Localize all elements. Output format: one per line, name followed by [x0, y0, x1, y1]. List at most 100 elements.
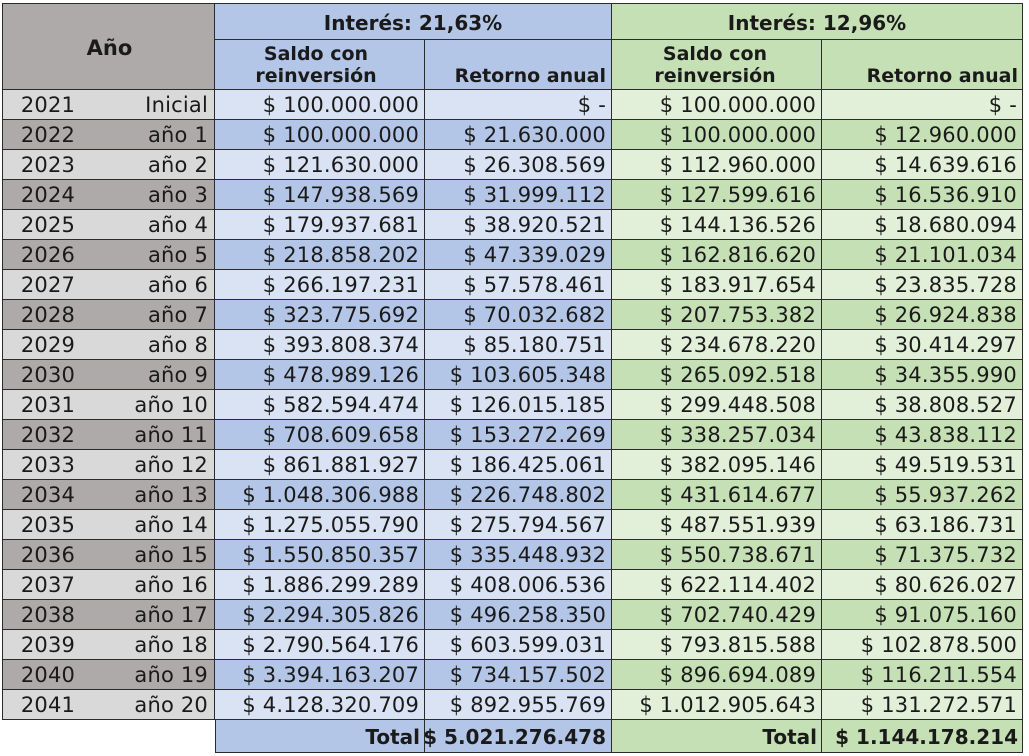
b-saldo-cell[interactable]: $ 550.738.671	[612, 540, 822, 570]
b-retorno-cell[interactable]: $ 131.272.571	[822, 690, 1023, 720]
a-retorno-cell[interactable]: $ 103.605.348	[425, 360, 612, 390]
b-saldo-cell[interactable]: $ 338.257.034	[612, 420, 822, 450]
b-saldo-cell[interactable]: $ 234.678.220	[612, 330, 822, 360]
a-saldo-cell[interactable]: $ 147.938.569	[215, 180, 425, 210]
a-retorno-cell[interactable]: $ 57.578.461	[425, 270, 612, 300]
year-cell[interactable]: 2032	[2, 420, 92, 450]
b-saldo-cell[interactable]: $ 112.960.000	[612, 150, 822, 180]
period-label-cell[interactable]: año 7	[92, 300, 215, 330]
period-label-cell[interactable]: año 13	[92, 480, 215, 510]
year-cell[interactable]: 2029	[2, 330, 92, 360]
year-cell[interactable]: 2039	[2, 630, 92, 660]
a-saldo-cell[interactable]: $ 3.394.163.207	[215, 660, 425, 690]
year-cell[interactable]: 2033	[2, 450, 92, 480]
total-b-value-cell[interactable]: $ 1.144.178.214	[822, 720, 1023, 753]
year-cell[interactable]: 2041	[2, 690, 92, 720]
a-saldo-cell[interactable]: $ 2.294.305.826	[215, 600, 425, 630]
b-saldo-cell[interactable]: $ 100.000.000	[612, 90, 822, 120]
period-label-cell[interactable]: año 10	[92, 390, 215, 420]
b-retorno-cell[interactable]: $ 26.924.838	[822, 300, 1023, 330]
total-a-value-cell[interactable]: $ 5.021.276.478	[425, 720, 612, 753]
b-retorno-cell[interactable]: $ 34.355.990	[822, 360, 1023, 390]
b-saldo-cell[interactable]: $ 431.614.677	[612, 480, 822, 510]
b-retorno-cell[interactable]: $ 30.414.297	[822, 330, 1023, 360]
a-retorno-cell[interactable]: $ 70.032.682	[425, 300, 612, 330]
a-saldo-cell[interactable]: $ 708.609.658	[215, 420, 425, 450]
a-saldo-cell[interactable]: $ 2.790.564.176	[215, 630, 425, 660]
a-saldo-cell[interactable]: $ 100.000.000	[215, 90, 425, 120]
period-label-cell[interactable]: año 3	[92, 180, 215, 210]
period-label-cell[interactable]: año 16	[92, 570, 215, 600]
period-label-cell[interactable]: año 5	[92, 240, 215, 270]
b-retorno-cell[interactable]: $ 38.808.527	[822, 390, 1023, 420]
b-saldo-cell[interactable]: $ 793.815.588	[612, 630, 822, 660]
b-retorno-cell[interactable]: $ 14.639.616	[822, 150, 1023, 180]
total-b-label-cell[interactable]: Total	[612, 720, 822, 753]
b-retorno-cell[interactable]: $ 91.075.160	[822, 600, 1023, 630]
period-label-cell[interactable]: Inicial	[92, 90, 215, 120]
a-retorno-cell[interactable]: $ 496.258.350	[425, 600, 612, 630]
group-a-saldo-header[interactable]: Saldo con reinversión	[215, 40, 425, 90]
b-saldo-cell[interactable]: $ 127.599.616	[612, 180, 822, 210]
b-retorno-cell[interactable]: $ 71.375.732	[822, 540, 1023, 570]
b-saldo-cell[interactable]: $ 207.753.382	[612, 300, 822, 330]
a-saldo-cell[interactable]: $ 121.630.000	[215, 150, 425, 180]
a-retorno-cell[interactable]: $ 275.794.567	[425, 510, 612, 540]
year-cell[interactable]: 2023	[2, 150, 92, 180]
year-cell[interactable]: 2040	[2, 660, 92, 690]
b-retorno-cell[interactable]: $ 102.878.500	[822, 630, 1023, 660]
a-saldo-cell[interactable]: $ 478.989.126	[215, 360, 425, 390]
a-retorno-cell[interactable]: $ 335.448.932	[425, 540, 612, 570]
period-label-cell[interactable]: año 2	[92, 150, 215, 180]
a-retorno-cell[interactable]: $ 31.999.112	[425, 180, 612, 210]
a-saldo-cell[interactable]: $ 218.858.202	[215, 240, 425, 270]
a-saldo-cell[interactable]: $ 266.197.231	[215, 270, 425, 300]
period-label-cell[interactable]: año 6	[92, 270, 215, 300]
b-retorno-cell[interactable]: $ 16.536.910	[822, 180, 1023, 210]
a-retorno-cell[interactable]: $ 38.920.521	[425, 210, 612, 240]
period-label-cell[interactable]: año 20	[92, 690, 215, 720]
a-retorno-cell[interactable]: $ 603.599.031	[425, 630, 612, 660]
b-saldo-cell[interactable]: $ 622.114.402	[612, 570, 822, 600]
year-cell[interactable]: 2034	[2, 480, 92, 510]
period-label-cell[interactable]: año 19	[92, 660, 215, 690]
year-cell[interactable]: 2036	[2, 540, 92, 570]
a-retorno-cell[interactable]: $ 734.157.502	[425, 660, 612, 690]
a-retorno-cell[interactable]: $ 186.425.061	[425, 450, 612, 480]
group-a-title-cell[interactable]: Interés: 21,63%	[215, 3, 612, 40]
b-saldo-cell[interactable]: $ 1.012.905.643	[612, 690, 822, 720]
year-cell[interactable]: 2024	[2, 180, 92, 210]
period-label-cell[interactable]: año 15	[92, 540, 215, 570]
a-retorno-cell[interactable]: $ 85.180.751	[425, 330, 612, 360]
a-saldo-cell[interactable]: $ 100.000.000	[215, 120, 425, 150]
period-label-cell[interactable]: año 8	[92, 330, 215, 360]
b-retorno-cell[interactable]: $ 18.680.094	[822, 210, 1023, 240]
year-cell[interactable]: 2030	[2, 360, 92, 390]
b-saldo-cell[interactable]: $ 299.448.508	[612, 390, 822, 420]
b-saldo-cell[interactable]: $ 382.095.146	[612, 450, 822, 480]
a-retorno-cell[interactable]: $ 226.748.802	[425, 480, 612, 510]
b-saldo-cell[interactable]: $ 702.740.429	[612, 600, 822, 630]
period-label-cell[interactable]: año 17	[92, 600, 215, 630]
a-retorno-cell[interactable]: $ 21.630.000	[425, 120, 612, 150]
b-retorno-cell[interactable]: $ 80.626.027	[822, 570, 1023, 600]
period-label-cell[interactable]: año 12	[92, 450, 215, 480]
a-saldo-cell[interactable]: $ 1.048.306.988	[215, 480, 425, 510]
year-cell[interactable]: 2025	[2, 210, 92, 240]
b-retorno-cell[interactable]: $ -	[822, 90, 1023, 120]
a-saldo-cell[interactable]: $ 861.881.927	[215, 450, 425, 480]
b-saldo-cell[interactable]: $ 162.816.620	[612, 240, 822, 270]
b-retorno-cell[interactable]: $ 116.211.554	[822, 660, 1023, 690]
b-saldo-cell[interactable]: $ 100.000.000	[612, 120, 822, 150]
a-saldo-cell[interactable]: $ 179.937.681	[215, 210, 425, 240]
year-cell[interactable]: 2022	[2, 120, 92, 150]
year-cell[interactable]: 2021	[2, 90, 92, 120]
period-label-cell[interactable]: año 4	[92, 210, 215, 240]
b-retorno-cell[interactable]: $ 55.937.262	[822, 480, 1023, 510]
total-a-label-cell[interactable]: Total	[215, 720, 425, 753]
a-retorno-cell[interactable]: $ 408.006.536	[425, 570, 612, 600]
period-label-cell[interactable]: año 14	[92, 510, 215, 540]
a-saldo-cell[interactable]: $ 1.886.299.289	[215, 570, 425, 600]
b-retorno-cell[interactable]: $ 21.101.034	[822, 240, 1023, 270]
group-b-retorno-header[interactable]: Retorno anual	[822, 40, 1023, 90]
